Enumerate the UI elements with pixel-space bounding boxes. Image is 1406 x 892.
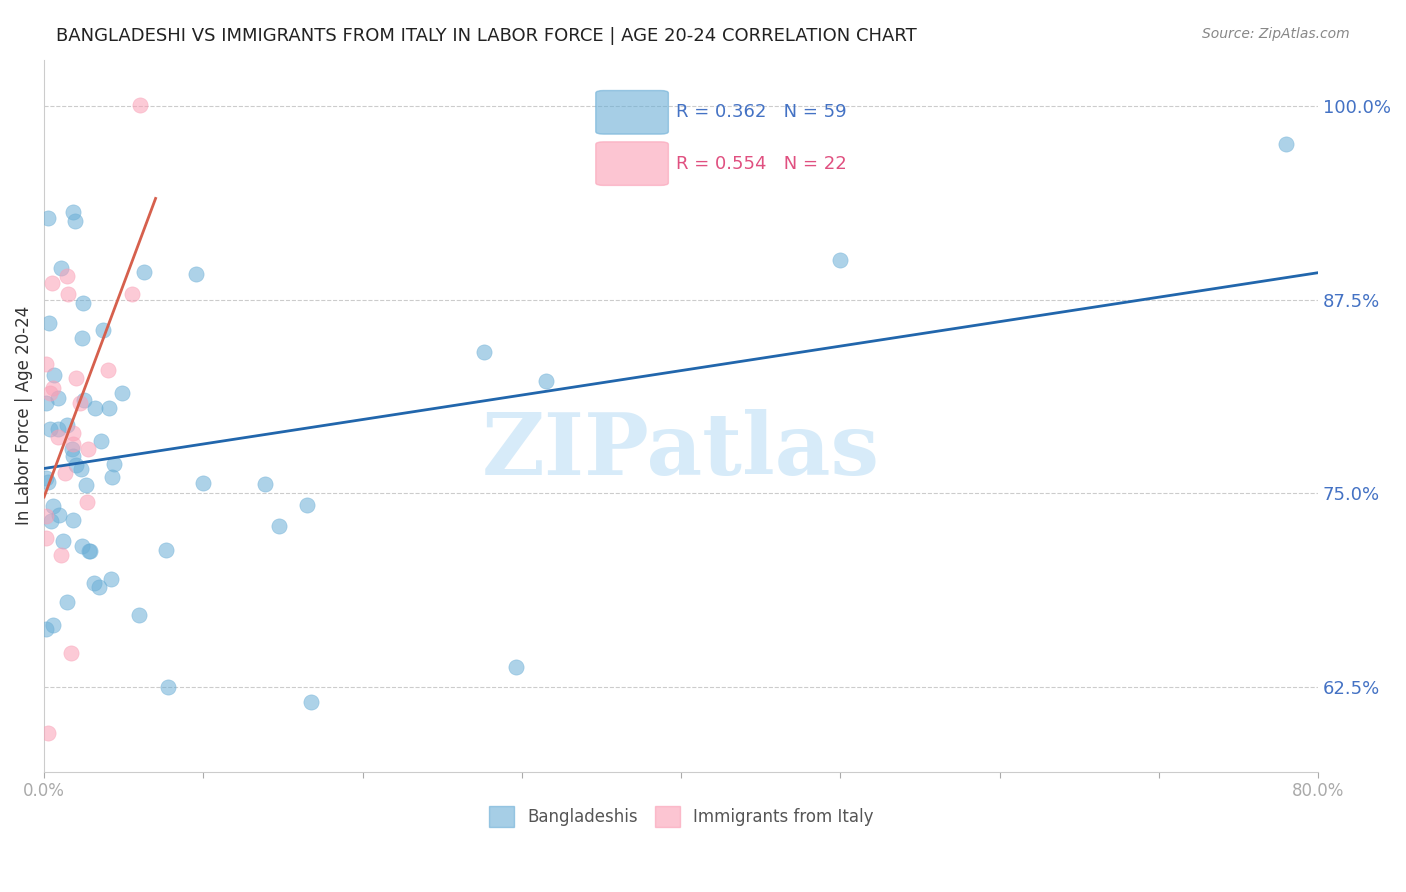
- Point: [41, 277, 63, 291]
- Point: [41, 514, 63, 528]
- Point: [157, 680, 180, 694]
- Point: [84, 401, 107, 415]
- Point: [53, 466, 76, 480]
- Point: [184, 267, 207, 281]
- Point: [297, 498, 319, 512]
- Point: [56, 417, 79, 432]
- Point: [59, 646, 82, 660]
- Point: [69, 462, 91, 476]
- Point: [75, 478, 97, 492]
- Point: [505, 659, 527, 673]
- Point: [52, 533, 75, 548]
- Point: [100, 572, 122, 586]
- Point: [98, 401, 121, 415]
- Point: [72, 296, 94, 310]
- Point: [65, 371, 87, 385]
- Point: [76, 494, 98, 508]
- Point: [35, 508, 58, 523]
- Point: [39, 386, 62, 401]
- Point: [48, 508, 70, 523]
- Point: [35, 622, 58, 636]
- Text: ZIPatlas: ZIPatlas: [482, 409, 880, 493]
- Point: [48, 391, 70, 405]
- Point: [37, 211, 59, 225]
- Point: [55, 595, 77, 609]
- Point: [83, 575, 105, 590]
- Point: [35, 357, 58, 371]
- Point: [62, 513, 84, 527]
- Point: [97, 363, 120, 377]
- Point: [35, 471, 58, 485]
- Point: [155, 542, 177, 557]
- Point: [87, 580, 110, 594]
- Point: [65, 214, 87, 228]
- Point: [1275, 136, 1298, 151]
- Point: [73, 392, 96, 407]
- Point: [70, 331, 93, 345]
- Point: [37, 475, 59, 489]
- Point: [39, 422, 62, 436]
- Point: [91, 323, 114, 337]
- Point: [191, 475, 214, 490]
- Legend: Bangladeshis, Immigrants from Italy: Bangladeshis, Immigrants from Italy: [481, 798, 882, 835]
- Point: [72, 540, 94, 554]
- Point: [269, 519, 291, 533]
- Point: [62, 450, 84, 464]
- Point: [42, 618, 65, 632]
- Point: [830, 253, 852, 268]
- Point: [46, 430, 69, 444]
- Point: [77, 544, 100, 558]
- Point: [103, 458, 125, 472]
- Point: [37, 726, 59, 740]
- Point: [35, 531, 58, 545]
- Point: [132, 265, 155, 279]
- Point: [46, 422, 69, 436]
- Point: [121, 287, 143, 301]
- Text: BANGLADESHI VS IMMIGRANTS FROM ITALY IN LABOR FORCE | AGE 20-24 CORRELATION CHAR: BANGLADESHI VS IMMIGRANTS FROM ITALY IN …: [56, 27, 917, 45]
- Point: [79, 544, 101, 558]
- Point: [60, 442, 83, 456]
- Point: [65, 458, 87, 472]
- Point: [128, 97, 150, 112]
- Point: [49, 548, 72, 562]
- Point: [38, 316, 60, 330]
- Point: [62, 425, 84, 440]
- Point: [55, 268, 77, 283]
- Point: [35, 395, 58, 409]
- Text: Source: ZipAtlas.com: Source: ZipAtlas.com: [1202, 27, 1350, 41]
- Point: [534, 374, 557, 388]
- Point: [90, 434, 112, 448]
- Y-axis label: In Labor Force | Age 20-24: In Labor Force | Age 20-24: [15, 306, 32, 525]
- Point: [51, 260, 73, 275]
- Point: [44, 368, 66, 382]
- Point: [69, 395, 91, 409]
- Point: [62, 205, 84, 219]
- Point: [42, 381, 65, 395]
- Point: [58, 287, 80, 301]
- Point: [472, 345, 495, 359]
- Point: [42, 499, 65, 513]
- Point: [110, 386, 132, 401]
- Point: [62, 437, 84, 451]
- Point: [299, 695, 322, 709]
- Point: [254, 476, 277, 491]
- Point: [101, 469, 124, 483]
- Point: [128, 607, 150, 622]
- Point: [76, 442, 98, 457]
